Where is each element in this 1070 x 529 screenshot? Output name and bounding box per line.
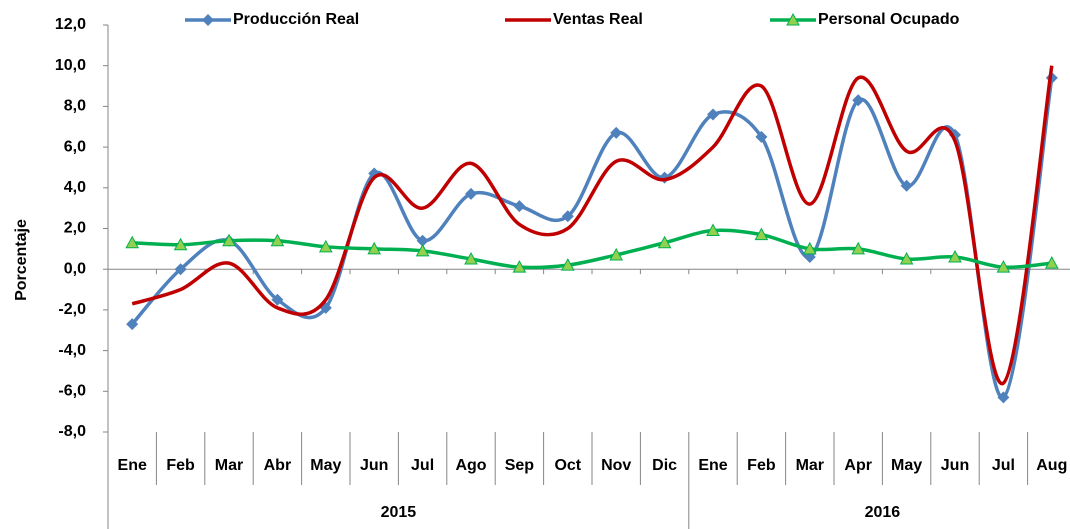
marker — [415, 243, 430, 257]
marker — [416, 234, 429, 247]
marker — [222, 233, 236, 247]
y-tick-label: 2,0 — [64, 220, 86, 237]
x-tick-label: Nov — [601, 457, 631, 474]
marker — [609, 247, 624, 261]
series-line — [130, 77, 1054, 400]
marker — [899, 251, 914, 265]
marker — [125, 235, 140, 249]
marker — [270, 233, 285, 247]
x-tick-label: Jul — [411, 457, 434, 474]
x-tick-label: Jul — [992, 457, 1015, 474]
x-tick-label: Ago — [455, 457, 486, 474]
marker — [174, 263, 187, 276]
y-tick-label: -2,0 — [58, 301, 86, 318]
marker — [657, 235, 672, 249]
x-tick-label: Ene — [118, 457, 147, 474]
x-tick-label: Jun — [941, 457, 969, 474]
legend-label: Ventas Real — [553, 11, 643, 28]
x-tick-label: Feb — [166, 457, 195, 474]
series-line — [131, 65, 1054, 385]
y-tick-label: 0,0 — [64, 260, 86, 277]
marker — [802, 241, 817, 255]
x-tick-label: Jun — [360, 457, 388, 474]
marker — [561, 210, 574, 223]
y-tick-label: -6,0 — [58, 383, 86, 400]
marker — [367, 241, 382, 255]
y-tick-label: -4,0 — [58, 342, 86, 359]
marker — [707, 108, 719, 121]
group-label: 2016 — [865, 504, 901, 521]
y-tick-label: 8,0 — [64, 98, 86, 115]
x-tick-label: May — [891, 457, 922, 474]
marker — [948, 249, 962, 263]
marker — [997, 391, 1010, 404]
x-tick-label: Mar — [796, 457, 824, 474]
x-tick-label: Apr — [844, 457, 872, 474]
marker — [560, 258, 575, 271]
y-tick-label: 4,0 — [64, 179, 86, 196]
group-label: 2015 — [381, 504, 417, 521]
marker — [755, 130, 768, 143]
x-tick-label: May — [310, 457, 341, 474]
marker — [786, 12, 800, 26]
marker — [754, 227, 769, 241]
x-tick-label: Sep — [505, 457, 535, 474]
series-markers — [126, 71, 1058, 404]
x-tick-label: Abr — [264, 457, 292, 474]
marker — [900, 179, 913, 192]
x-tick-label: Aug — [1036, 457, 1067, 474]
x-tick-label: Ene — [698, 457, 727, 474]
marker — [706, 223, 720, 237]
x-tick-label: Dic — [652, 457, 677, 474]
marker — [996, 260, 1011, 273]
series-line — [132, 228, 1052, 270]
y-axis-label: Porcentaje — [13, 219, 30, 301]
marker — [464, 251, 478, 265]
series-markers — [125, 223, 1059, 273]
marker — [610, 126, 623, 139]
marker — [202, 14, 214, 26]
y-tick-label: -8,0 — [58, 423, 86, 440]
x-tick-label: Feb — [747, 457, 776, 474]
x-tick-label: Oct — [554, 457, 581, 474]
legend-label: Personal Ocupado — [818, 11, 960, 28]
marker — [852, 94, 865, 107]
marker — [465, 187, 477, 200]
y-tick-label: 10,0 — [55, 57, 86, 74]
marker — [512, 260, 527, 273]
marker — [1044, 256, 1059, 269]
y-tick-label: 6,0 — [64, 138, 86, 155]
y-tick-label: 12,0 — [55, 16, 86, 33]
marker — [851, 241, 866, 255]
legend-label: Producción Real — [233, 11, 359, 28]
marker — [271, 293, 284, 306]
marker — [126, 318, 139, 331]
x-tick-label: Mar — [215, 457, 243, 474]
marker — [318, 239, 333, 253]
marker — [173, 237, 188, 251]
marker — [513, 200, 526, 213]
